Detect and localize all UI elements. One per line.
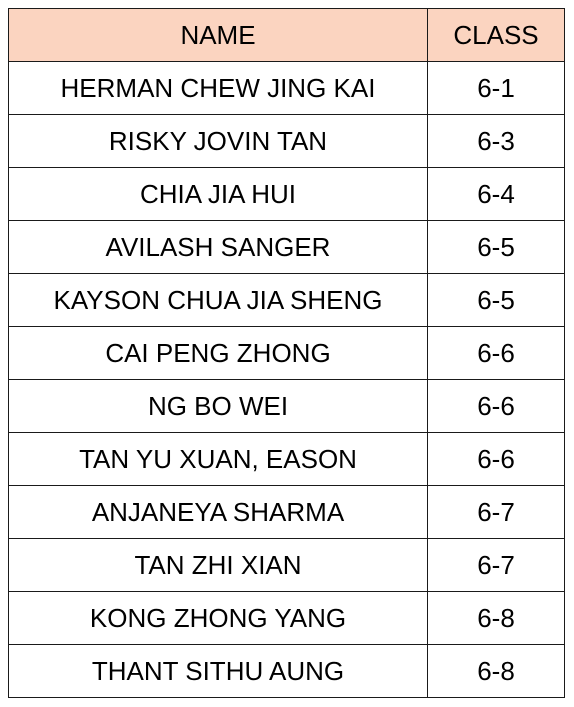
student-name-cell: AVILASH SANGER [9, 221, 428, 274]
column-header-name: NAME [9, 9, 428, 62]
table-body: HERMAN CHEW JING KAI 6-1 RISKY JOVIN TAN… [9, 62, 565, 698]
student-table-container: NAME CLASS HERMAN CHEW JING KAI 6-1 RISK… [8, 8, 564, 698]
student-name-cell: HERMAN CHEW JING KAI [9, 62, 428, 115]
student-name-cell: RISKY JOVIN TAN [9, 115, 428, 168]
student-class-cell: 6-8 [428, 592, 565, 645]
header-row: NAME CLASS [9, 9, 565, 62]
table-row: CHIA JIA HUI 6-4 [9, 168, 565, 221]
table-row: TAN YU XUAN, EASON 6-6 [9, 433, 565, 486]
student-name-cell: ANJANEYA SHARMA [9, 486, 428, 539]
table-row: KAYSON CHUA JIA SHENG 6-5 [9, 274, 565, 327]
student-name-cell: KONG ZHONG YANG [9, 592, 428, 645]
student-name-cell: THANT SITHU AUNG [9, 645, 428, 698]
table-row: THANT SITHU AUNG 6-8 [9, 645, 565, 698]
column-header-class: CLASS [428, 9, 565, 62]
table-row: TAN ZHI XIAN 6-7 [9, 539, 565, 592]
table-row: AVILASH SANGER 6-5 [9, 221, 565, 274]
student-class-cell: 6-3 [428, 115, 565, 168]
table-row: NG BO WEI 6-6 [9, 380, 565, 433]
table-row: KONG ZHONG YANG 6-8 [9, 592, 565, 645]
table-row: RISKY JOVIN TAN 6-3 [9, 115, 565, 168]
student-name-cell: TAN ZHI XIAN [9, 539, 428, 592]
student-class-cell: 6-1 [428, 62, 565, 115]
student-class-table: NAME CLASS HERMAN CHEW JING KAI 6-1 RISK… [8, 8, 565, 698]
student-name-cell: NG BO WEI [9, 380, 428, 433]
student-class-cell: 6-8 [428, 645, 565, 698]
student-name-cell: CAI PENG ZHONG [9, 327, 428, 380]
table-row: HERMAN CHEW JING KAI 6-1 [9, 62, 565, 115]
student-class-cell: 6-7 [428, 539, 565, 592]
student-class-cell: 6-6 [428, 433, 565, 486]
student-name-cell: KAYSON CHUA JIA SHENG [9, 274, 428, 327]
table-row: ANJANEYA SHARMA 6-7 [9, 486, 565, 539]
student-class-cell: 6-5 [428, 221, 565, 274]
table-header: NAME CLASS [9, 9, 565, 62]
student-class-cell: 6-7 [428, 486, 565, 539]
table-row: CAI PENG ZHONG 6-6 [9, 327, 565, 380]
student-class-cell: 6-6 [428, 380, 565, 433]
student-class-cell: 6-6 [428, 327, 565, 380]
student-class-cell: 6-5 [428, 274, 565, 327]
student-name-cell: CHIA JIA HUI [9, 168, 428, 221]
student-class-cell: 6-4 [428, 168, 565, 221]
student-name-cell: TAN YU XUAN, EASON [9, 433, 428, 486]
